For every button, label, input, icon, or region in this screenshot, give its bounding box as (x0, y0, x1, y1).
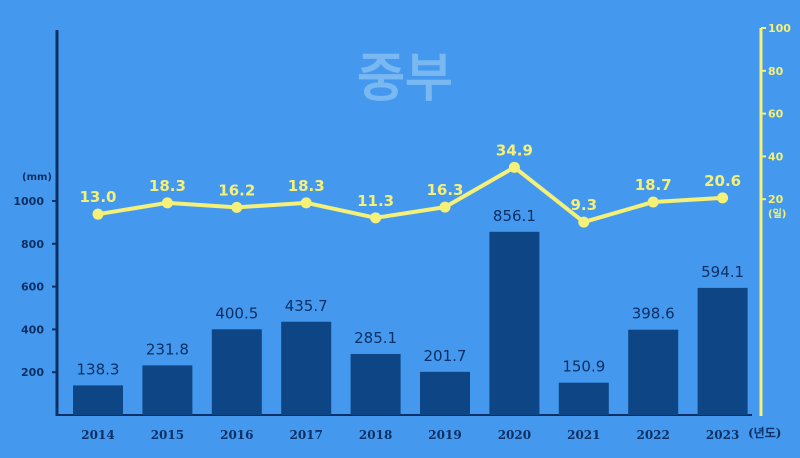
right-tick-label: 20 (768, 193, 784, 206)
line-point (370, 212, 382, 224)
x-tick-label: 2020 (498, 428, 531, 442)
bar (281, 321, 332, 415)
right-tick-label: 40 (768, 150, 784, 163)
line-series: 13.0 18.3 16.2 18.3 11.3 16.3 34.9 9.3 18.7 20.6 (79, 141, 741, 228)
x-tick-label: 2016 (220, 428, 253, 442)
x-tick-label: 2015 (151, 428, 184, 442)
bar-value-label: 856.1 (493, 207, 536, 225)
right-axis-ticks: 20 40 60 80 100 (761, 22, 791, 206)
line-value-label: 18.3 (288, 177, 325, 195)
line-point (508, 161, 520, 173)
line-point (231, 201, 243, 213)
line-point (578, 216, 590, 228)
x-tick-label: 2018 (359, 428, 392, 442)
left-tick-label: 1000 (13, 195, 44, 208)
bar (628, 329, 679, 415)
line-point (439, 201, 451, 213)
x-tick-label: 2021 (567, 428, 600, 442)
right-tick-label: 80 (768, 65, 784, 78)
bar (73, 385, 123, 415)
left-tick-label: 400 (21, 323, 44, 336)
line-point (717, 192, 729, 204)
bar-value-label: 398.6 (632, 305, 675, 323)
line-value-label: 11.3 (357, 192, 394, 210)
bar-value-label: 231.8 (146, 340, 189, 358)
left-tick-label: 200 (21, 366, 44, 379)
line-value-label: 9.3 (571, 196, 598, 214)
line-path (97, 165, 723, 225)
line-value-label: 34.9 (496, 141, 533, 159)
right-tick-label: 60 (768, 108, 784, 121)
x-tick-label: 2023 (706, 428, 739, 442)
bar (420, 371, 470, 415)
left-axis-unit: (mm) (22, 172, 52, 183)
bar (697, 287, 748, 415)
bar-value-label: 138.3 (77, 360, 120, 378)
left-axis-ticks: 200 400 600 800 1000 (13, 195, 57, 379)
left-tick-label: 600 (21, 281, 44, 294)
line-value-label: 18.3 (149, 177, 186, 195)
line-value-label: 16.3 (426, 181, 463, 199)
right-tick-label: 100 (768, 22, 791, 35)
bar (211, 329, 262, 415)
bar (558, 382, 609, 415)
left-tick-label: 800 (21, 238, 44, 251)
line-value-label: 16.2 (218, 181, 255, 199)
line-point (92, 208, 104, 220)
x-tick-label: 2014 (81, 428, 114, 442)
line-point (647, 196, 659, 208)
x-axis-unit: (년도) (748, 426, 781, 440)
bar-value-label: 201.7 (424, 347, 467, 365)
bar-series (73, 231, 748, 415)
line-value-label: 18.7 (635, 176, 672, 194)
chart-title: 중부 (357, 49, 453, 109)
line-point (300, 197, 312, 209)
bar-value-label: 594.1 (701, 263, 744, 281)
x-tick-label: 2022 (636, 428, 669, 442)
x-axis-ticks: 2014 2015 2016 2017 2018 2019 2020 2021 2022 2023 (81, 428, 739, 442)
bar-value-label: 150.9 (562, 358, 605, 376)
x-tick-label: 2019 (428, 428, 461, 442)
bar (489, 231, 540, 415)
bar (142, 365, 193, 415)
bar-value-label: 285.1 (354, 329, 397, 347)
bar (350, 353, 401, 415)
bar-value-label: 435.7 (285, 297, 328, 315)
x-tick-label: 2017 (289, 428, 322, 442)
bar-value-label: 400.5 (215, 304, 258, 322)
line-value-label: 13.0 (79, 188, 116, 206)
right-axis-unit: (일) (768, 207, 786, 220)
line-value-label: 20.6 (704, 172, 741, 190)
bar-labels: 138.3 231.8 400.5 435.7 285.1 201.7 856.1 150.9… (77, 207, 745, 379)
line-point (161, 197, 173, 209)
